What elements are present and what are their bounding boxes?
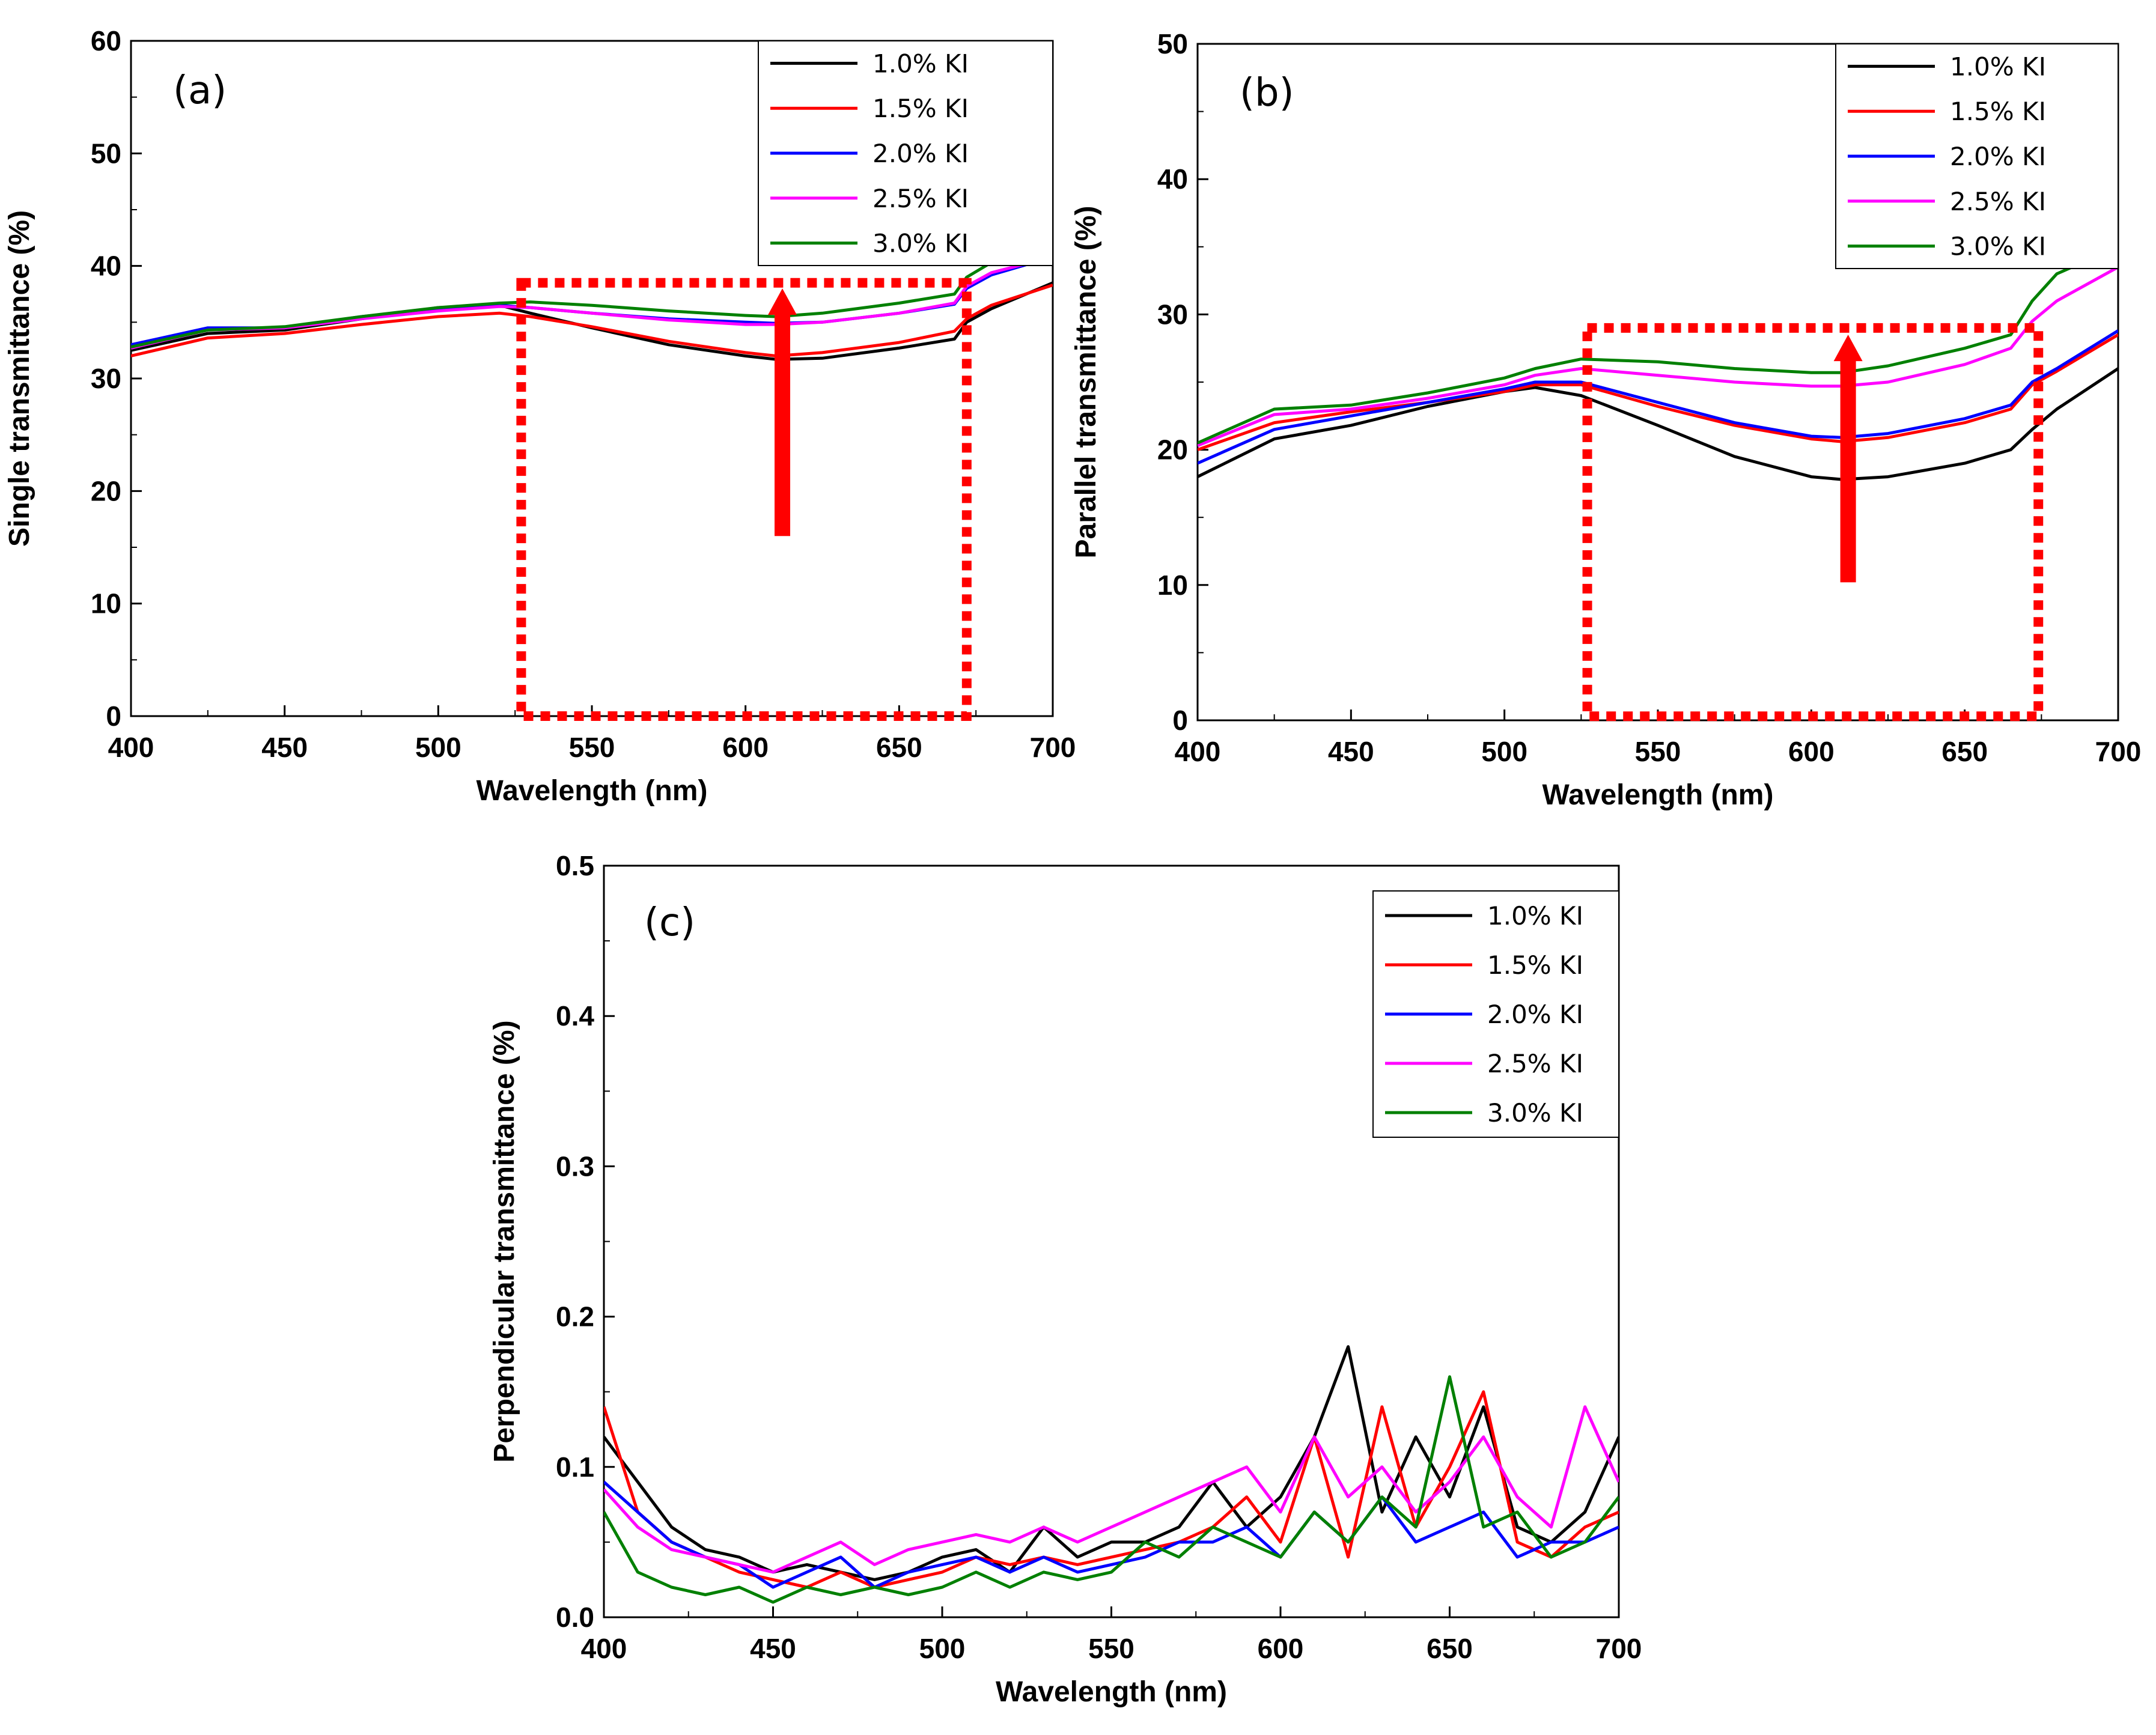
y-tick-label: 50 bbox=[1157, 28, 1188, 59]
panel-a: 400 450 500 550 600 650 700 0 10 20 30 40 50 60 Wavele… bbox=[4, 25, 1076, 807]
x-axis-title: Wavelength (nm) bbox=[1542, 779, 1774, 811]
y-axis-title: Perpendicular transmittance (%) bbox=[489, 1020, 520, 1462]
arrow-shaft bbox=[1840, 357, 1856, 583]
y-tick-label: 0.3 bbox=[556, 1150, 594, 1182]
legend-label: 1.5% KI bbox=[1487, 950, 1583, 980]
panel-label: (c) bbox=[644, 901, 695, 945]
x-tick-label: 700 bbox=[1596, 1633, 1642, 1664]
legend-label: 3.0% KI bbox=[1487, 1098, 1583, 1128]
arrow-shaft bbox=[775, 311, 791, 536]
x-tick-label: 500 bbox=[1481, 736, 1527, 767]
series-line-3 bbox=[1198, 266, 2118, 448]
legend-label: 3.0% KI bbox=[872, 229, 969, 258]
legend-label: 2.5% KI bbox=[1950, 187, 2046, 216]
y-tick-label: 0.4 bbox=[556, 1000, 594, 1032]
series-line-1 bbox=[131, 284, 1053, 357]
y-axis-title: Parallel transmittance (%) bbox=[1070, 206, 1102, 559]
y-tick-label: 60 bbox=[91, 25, 121, 56]
y-tick-label: 0.5 bbox=[556, 850, 594, 881]
x-tick-label: 550 bbox=[1635, 736, 1681, 767]
highlight-box bbox=[516, 278, 972, 721]
x-tick-label: 400 bbox=[581, 1633, 627, 1664]
x-tick-label: 400 bbox=[1175, 736, 1221, 767]
highlight-box bbox=[1582, 323, 2044, 722]
y-tick-label: 0.1 bbox=[556, 1451, 594, 1483]
series-line-4 bbox=[604, 1375, 1619, 1604]
x-tick-label: 650 bbox=[1427, 1633, 1473, 1664]
series-line-4 bbox=[1198, 245, 2118, 445]
legend-label: 2.5% KI bbox=[872, 184, 969, 213]
y-tick-label: 20 bbox=[1157, 434, 1188, 466]
series-line-0 bbox=[1198, 367, 2118, 481]
y-tick-label: 10 bbox=[91, 588, 121, 619]
y-tick-label: 20 bbox=[91, 475, 121, 506]
series-line-3 bbox=[131, 255, 1053, 350]
x-tick-label: 650 bbox=[876, 732, 922, 763]
x-tick-label: 450 bbox=[1328, 736, 1374, 767]
x-tick-label: 600 bbox=[1258, 1633, 1304, 1664]
legend-label: 1.5% KI bbox=[872, 94, 969, 123]
panel-c: 400 450 500 550 600 650 700 0.0 0.1 0.2 0.3 0.4 0.5 W… bbox=[489, 850, 1642, 1708]
y-tick-label: 40 bbox=[1157, 163, 1188, 195]
x-tick-label: 550 bbox=[1088, 1633, 1134, 1664]
series-line-2 bbox=[1198, 329, 2118, 465]
x-tick-label: 700 bbox=[1030, 732, 1076, 763]
series-line-0 bbox=[131, 281, 1053, 361]
legend-label: 1.0% KI bbox=[872, 49, 969, 78]
x-tick-label: 600 bbox=[1788, 736, 1835, 767]
x-axis-title: Wavelength (nm) bbox=[996, 1676, 1227, 1708]
panel-label: (b) bbox=[1240, 71, 1294, 115]
series-line-0 bbox=[604, 1345, 1619, 1581]
y-tick-label: 10 bbox=[1157, 570, 1188, 601]
legend-label: 2.0% KI bbox=[872, 139, 969, 168]
legend-label: 2.5% KI bbox=[1487, 1049, 1583, 1078]
y-axis-title: Single transmittance (%) bbox=[4, 210, 35, 547]
series-line-3 bbox=[604, 1405, 1619, 1574]
x-tick-label: 700 bbox=[2095, 736, 2142, 767]
x-tick-label: 600 bbox=[722, 732, 769, 763]
y-tick-label: 50 bbox=[91, 138, 121, 169]
legend-label: 1.0% KI bbox=[1487, 901, 1583, 931]
x-axis-title: Wavelength (nm) bbox=[477, 775, 708, 807]
legend-label: 2.0% KI bbox=[1950, 142, 2046, 171]
x-tick-label: 650 bbox=[1941, 736, 1988, 767]
x-tick-label: 500 bbox=[919, 1633, 966, 1664]
y-tick-label: 0.2 bbox=[556, 1301, 594, 1332]
y-tick-label: 40 bbox=[91, 251, 121, 282]
legend-label: 1.5% KI bbox=[1950, 97, 2046, 126]
y-tick-label: 0.0 bbox=[556, 1602, 594, 1633]
y-tick-label: 30 bbox=[91, 363, 121, 394]
x-tick-label: 550 bbox=[569, 732, 615, 763]
arrow-head bbox=[768, 288, 797, 315]
legend-label: 3.0% KI bbox=[1950, 232, 2046, 261]
legend-label: 1.0% KI bbox=[1950, 52, 2046, 81]
panel-label: (a) bbox=[173, 68, 227, 113]
x-tick-label: 450 bbox=[750, 1633, 796, 1664]
y-tick-label: 0 bbox=[106, 700, 121, 732]
panel-b: 400 450 500 550 600 650 700 0 10 20 30 40 50 Waveleng… bbox=[1070, 28, 2141, 811]
x-tick-label: 500 bbox=[415, 732, 461, 763]
y-tick-label: 0 bbox=[1172, 705, 1188, 736]
series-line-2 bbox=[604, 1480, 1619, 1589]
series-line-1 bbox=[604, 1390, 1619, 1589]
x-tick-label: 400 bbox=[108, 732, 154, 763]
series-line-4 bbox=[131, 242, 1053, 348]
x-tick-label: 450 bbox=[261, 732, 308, 763]
series-line-1 bbox=[1198, 333, 2118, 451]
arrow-head bbox=[1833, 335, 1863, 362]
y-tick-label: 30 bbox=[1157, 299, 1188, 330]
legend-label: 2.0% KI bbox=[1487, 1000, 1583, 1029]
